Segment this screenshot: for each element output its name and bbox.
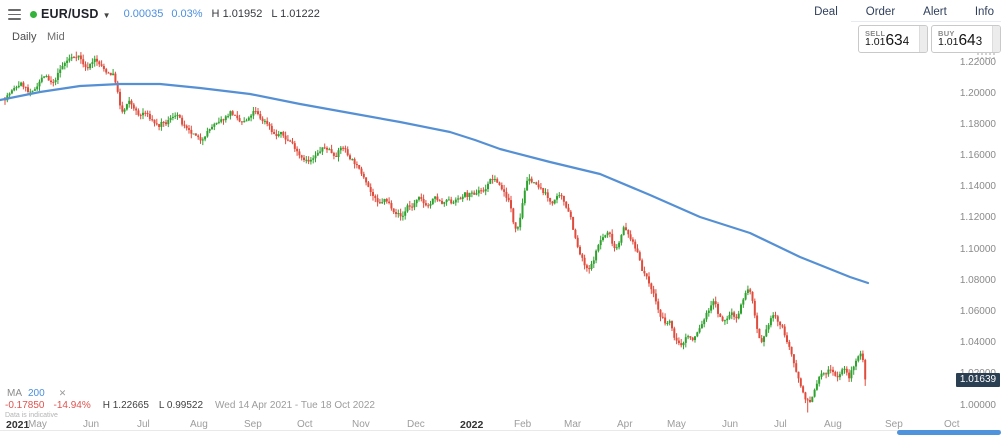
drag-handle-icon[interactable] — [977, 53, 997, 61]
timeframe-dropdown[interactable]: Daily — [12, 31, 37, 43]
buy-button[interactable]: BUY 1.01643 — [931, 25, 1001, 53]
price-change-percent: 0.03% — [171, 8, 203, 20]
symbol-selector[interactable]: EUR/USD — [41, 7, 99, 21]
ma-line — [0, 82, 870, 285]
axis-baseline — [0, 430, 1001, 431]
tab-order[interactable]: Order — [865, 6, 896, 18]
chevron-down-icon[interactable]: ▼ — [102, 10, 111, 20]
header-divider — [851, 21, 1001, 22]
range-stats: -0.17850 -14.94% H 1.22665 L 0.99522 Wed… — [5, 400, 375, 411]
market-open-indicator-icon — [30, 10, 37, 18]
tab-alert[interactable]: Alert — [923, 6, 947, 18]
indicator-period[interactable]: 200 — [28, 388, 45, 399]
header-nav: Deal Order Alert Info — [786, 6, 994, 18]
tab-deal[interactable]: Deal — [814, 6, 838, 18]
range-high: H 1.22665 — [102, 400, 149, 411]
range-change: -0.17850 — [5, 400, 45, 411]
date-range: Wed 14 Apr 2021 - Tue 18 Oct 2022 — [215, 400, 375, 411]
last-price-badge: 1.01639 — [956, 373, 1000, 387]
remove-indicator-icon[interactable]: ✕ — [58, 388, 67, 398]
range-low: L 0.99522 — [158, 400, 204, 411]
buy-label: BUY — [938, 29, 955, 38]
hamburger-menu-icon[interactable] — [8, 9, 21, 20]
sell-label: SELL — [865, 29, 886, 38]
session-low: L 1.01222 — [271, 8, 320, 20]
chart-header: EUR/USD ▼ 0.00035 0.03% H 1.01952 L 1.01… — [0, 0, 1001, 26]
candles-group — [4, 51, 867, 413]
sell-button[interactable]: SELL 1.01634 — [858, 25, 928, 53]
session-high: H 1.01952 — [211, 8, 263, 20]
buy-price: 1.01643 — [938, 32, 983, 49]
range-change-percent: -14.94% — [53, 400, 91, 411]
disclaimer-text: Data is indicative — [5, 412, 58, 419]
sell-price: 1.01634 — [865, 32, 910, 49]
price-change: 0.00035 — [123, 8, 164, 20]
indicator-name: MA — [7, 388, 22, 399]
horizontal-scrollbar[interactable] — [897, 430, 1001, 435]
price-basis-dropdown[interactable]: Mid — [47, 31, 65, 43]
tab-info[interactable]: Info — [974, 6, 994, 18]
ma-legend: MA 200 ✕ — [7, 388, 66, 399]
